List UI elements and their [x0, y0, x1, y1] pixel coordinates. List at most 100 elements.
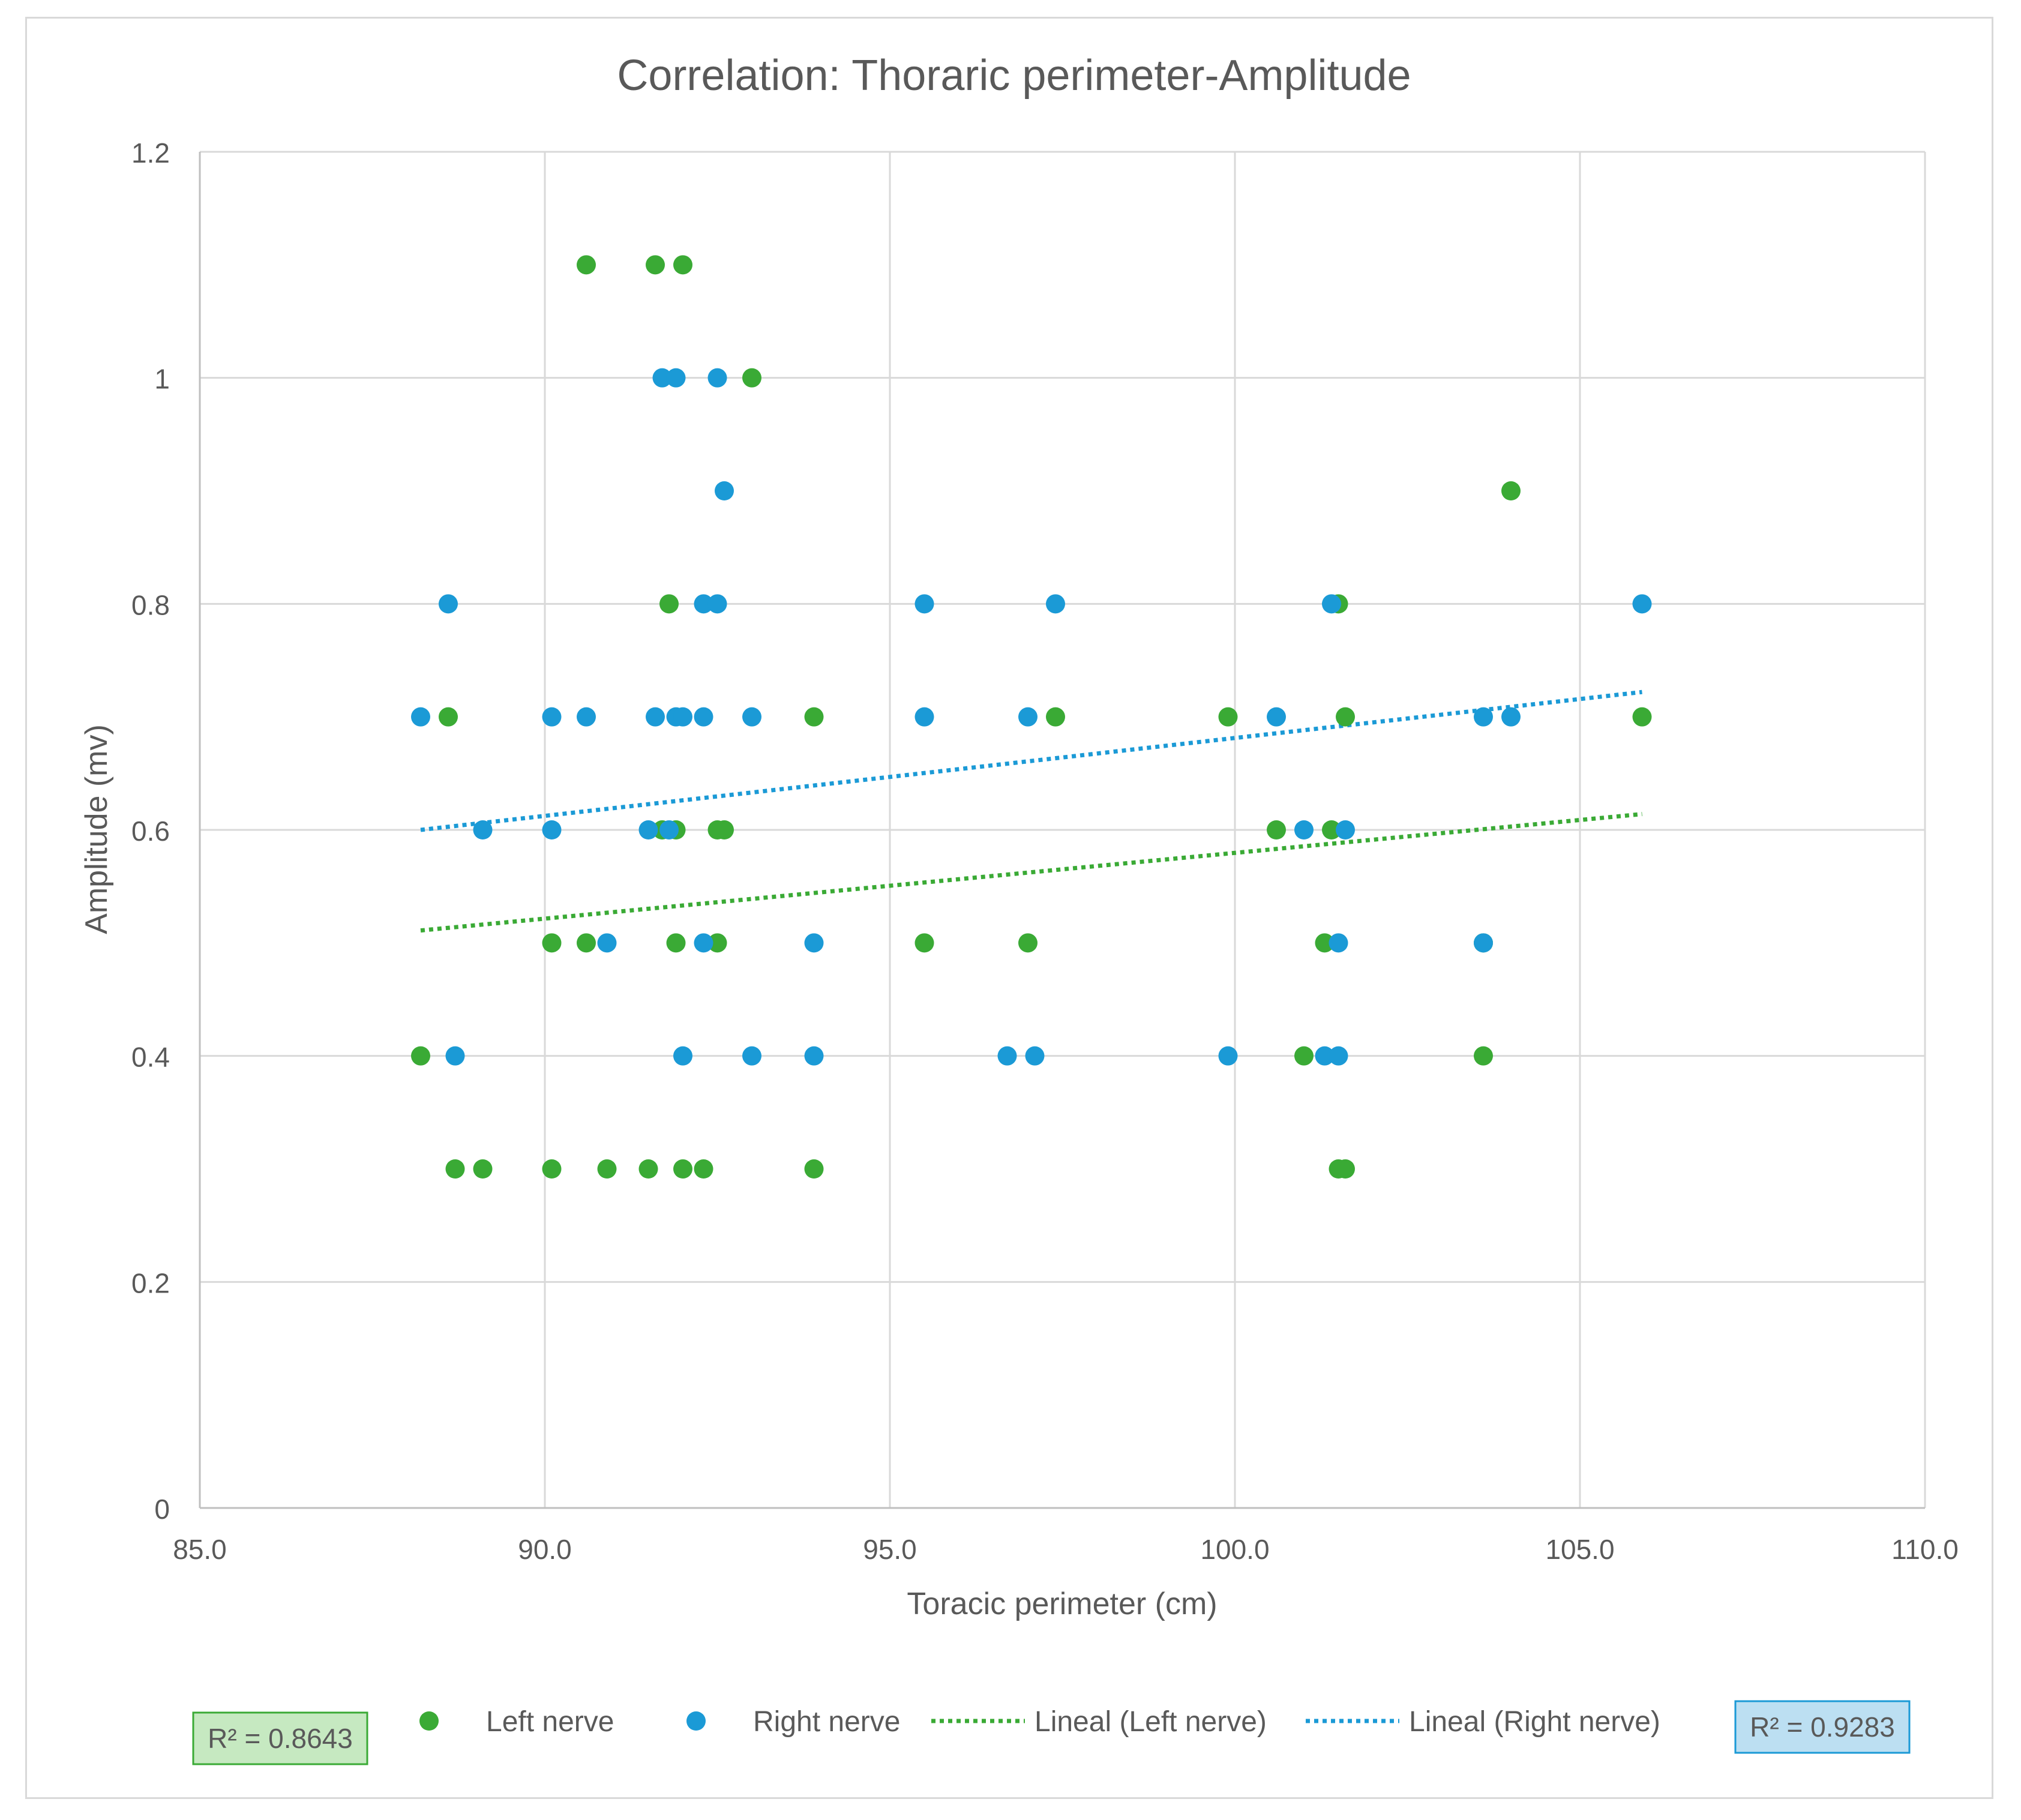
r2-label: R² = 0.8643	[208, 1723, 353, 1754]
data-point	[707, 594, 727, 614]
data-point	[542, 707, 562, 727]
data-point	[638, 820, 658, 839]
x-axis-label: Toracic perimeter (cm)	[907, 1587, 1217, 1621]
data-point	[1501, 707, 1521, 727]
grid-lines	[199, 151, 1926, 1509]
data-point	[577, 255, 596, 275]
data-point	[673, 1159, 692, 1179]
data-point	[439, 707, 458, 727]
legend-label: Lineal (Right nerve)	[1409, 1706, 1660, 1738]
data-point	[652, 368, 672, 388]
data-point	[659, 820, 679, 839]
data-point	[473, 820, 493, 839]
data-point	[577, 933, 596, 953]
y-tick-label: 0.4	[131, 1042, 170, 1073]
r2-box	[192, 1711, 368, 1765]
data-point	[646, 255, 665, 275]
chart-title: Correlation: Thoraric perimeter-Amplitud…	[617, 52, 1411, 100]
data-point	[1336, 1159, 1355, 1179]
axes: 0 0.2 0.4 0.6 0.8 1 1.2 85.0 90.0 95.0 100.0 105.0 1…	[131, 137, 1959, 1565]
data-point	[1632, 707, 1652, 727]
legend: R² = 0.8643 R² = 0.9283 Left nerve Right ne…	[192, 1700, 1911, 1765]
data-point	[445, 1046, 465, 1066]
data-point	[1632, 594, 1652, 614]
data-point	[577, 707, 596, 727]
data-point	[694, 933, 713, 953]
data-point	[542, 820, 562, 839]
data-point	[1267, 820, 1286, 839]
data-point	[1218, 1046, 1238, 1066]
data-point	[638, 1159, 658, 1179]
data-point	[1018, 707, 1038, 727]
legend-marker	[686, 1711, 706, 1731]
data-point	[707, 933, 727, 953]
data-point	[694, 1159, 713, 1179]
data-point	[1315, 933, 1335, 953]
data-point	[694, 707, 713, 727]
data-point	[673, 707, 692, 727]
legend-label: Right nerve	[753, 1706, 900, 1738]
data-point	[439, 594, 458, 614]
x-tick-label: 85.0	[173, 1534, 227, 1565]
y-tick-label: 1.2	[131, 137, 170, 169]
data-point	[1501, 481, 1521, 500]
data-point	[914, 594, 934, 614]
y-axis-label: Amplitude (mv)	[79, 724, 114, 934]
data-point	[1046, 594, 1065, 614]
data-point	[1322, 820, 1341, 839]
data-point	[914, 933, 934, 953]
data-point	[1336, 707, 1355, 727]
data-point	[445, 1159, 465, 1179]
data-point	[659, 594, 679, 614]
data-point	[1329, 933, 1348, 953]
data-point	[597, 1159, 617, 1179]
data-point	[1294, 820, 1314, 839]
y-tick-label: 0.8	[131, 589, 170, 620]
data-point	[997, 1046, 1017, 1066]
data-point	[742, 1046, 761, 1066]
data-point	[742, 368, 761, 388]
data-point	[1315, 1046, 1335, 1066]
x-tick-label: 110.0	[1891, 1534, 1959, 1565]
data-point	[673, 1046, 692, 1066]
data-point	[542, 933, 562, 953]
data-point	[1046, 707, 1065, 727]
data-point	[1018, 933, 1038, 953]
data-point	[1336, 820, 1355, 839]
data-point	[742, 707, 761, 727]
y-tick-label: 0	[154, 1494, 170, 1525]
data-point	[473, 1159, 493, 1179]
r2-box	[1734, 1700, 1911, 1754]
x-tick-label: 95.0	[863, 1534, 917, 1565]
data-point	[707, 368, 727, 388]
data-point	[1474, 1046, 1493, 1066]
data-point	[411, 1046, 430, 1066]
data-point	[1474, 933, 1493, 953]
data-point	[1218, 707, 1238, 727]
data-point	[715, 820, 734, 839]
data-point	[804, 933, 824, 953]
data-point	[597, 933, 617, 953]
data-point	[666, 933, 686, 953]
data-point	[694, 594, 713, 614]
x-tick-label: 90.0	[518, 1534, 572, 1565]
r2-label: R² = 0.9283	[1750, 1711, 1895, 1743]
data-point	[1322, 594, 1341, 614]
data-point	[411, 707, 430, 727]
legend-label: Left nerve	[486, 1706, 614, 1738]
x-tick-label: 105.0	[1545, 1534, 1614, 1565]
data-point	[715, 481, 734, 500]
legend-marker	[419, 1711, 439, 1731]
data-point	[542, 1159, 562, 1179]
trendlines	[420, 689, 1642, 933]
data-point	[804, 1159, 824, 1179]
data-point	[804, 1046, 824, 1066]
data-point	[1474, 707, 1493, 727]
data-point	[1329, 1046, 1348, 1066]
data-point	[666, 368, 686, 388]
data-point	[914, 707, 934, 727]
chart-frame	[25, 17, 1993, 1799]
trendline	[420, 689, 1642, 832]
y-tick-label: 0.2	[131, 1267, 170, 1299]
